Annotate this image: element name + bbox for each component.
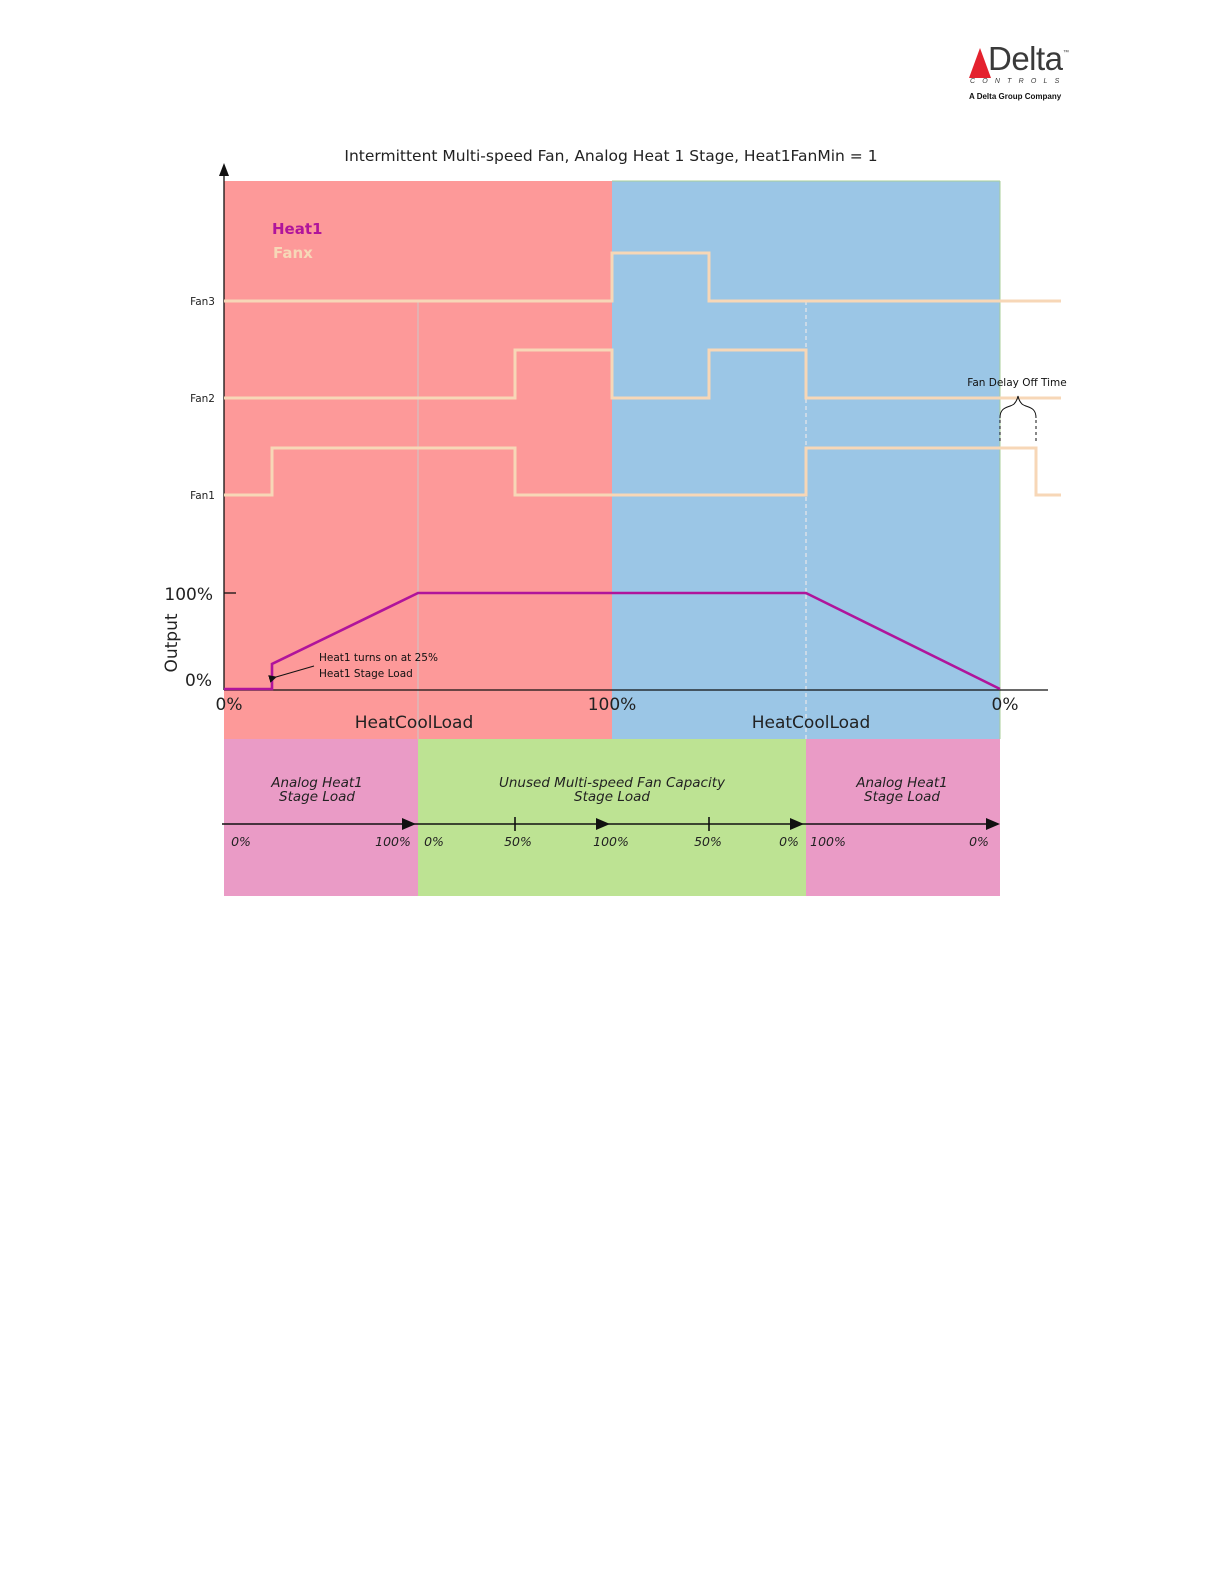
y-label-0: 0% (185, 671, 212, 691)
scale-label: 0% (424, 834, 444, 849)
scale-arrowhead-1 (402, 818, 416, 830)
x-axis-title-right: HeatCoolLoad (752, 713, 871, 733)
scale-arrowhead-3 (790, 818, 804, 830)
x-axis-title-left: HeatCoolLoad (355, 713, 474, 733)
heat1-on-annotation-line1: Heat1 turns on at 25% (319, 652, 438, 664)
stage-load-region-left (224, 739, 418, 896)
heat1-on-annotation-line2: Heat1 Stage Load (319, 668, 413, 680)
scale-label: 100% (375, 834, 411, 849)
logo-trademark: ™ (1063, 50, 1069, 56)
fan3-line (224, 251, 1061, 303)
right-stage-title-line2: Stage Load (864, 789, 940, 805)
logo-controls: CONTROLS (970, 78, 1067, 85)
scale-label: 0% (969, 834, 989, 849)
fan2-label: Fan2 (190, 393, 215, 405)
scale-label: 50% (694, 834, 722, 849)
scale-arrowhead-2 (596, 818, 610, 830)
fan-delay-annotation: Fan Delay Off Time (967, 377, 1066, 389)
heat1-on-arrow (268, 665, 315, 683)
delta-triangle-icon (969, 48, 991, 78)
x-label-left-zero: 0% (216, 695, 243, 715)
fan-delay-brace (999, 395, 1037, 419)
scale-label: 50% (504, 834, 532, 849)
y-axis-title: Output (162, 613, 182, 672)
x-label-middle-100: 100% (588, 695, 637, 715)
left-stage-title-line2: Stage Load (279, 789, 355, 805)
unused-capacity-title-line1: Unused Multi-speed Fan Capacity (499, 775, 726, 791)
legend-heat1: Heat1 (272, 220, 322, 238)
fan1-line (224, 446, 1061, 497)
unused-capacity-region (418, 739, 806, 896)
fan3-label: Fan3 (190, 296, 215, 308)
logo-brand: Delta (988, 40, 1063, 77)
right-stage-title-line1: Analog Heat1 (855, 775, 948, 791)
logo-group-text: A Delta Group Company (969, 92, 1062, 101)
x-label-right-zero: 0% (992, 695, 1019, 715)
scale-label: 100% (810, 834, 846, 849)
stage-load-region-right (806, 739, 1000, 896)
diagram-title: Intermittent Multi-speed Fan, Analog Hea… (344, 147, 877, 165)
scale-arrowhead-4 (986, 818, 1000, 830)
unused-capacity-title-line2: Stage Load (574, 789, 650, 805)
fan2-line (224, 348, 1061, 400)
scale-label: 0% (231, 834, 251, 849)
legend-fanx: Fanx (273, 244, 313, 262)
delta-controls-logo: Delta ™ CONTROLS A Delta Group Company (966, 40, 1078, 104)
y-axis-arrow (219, 163, 229, 176)
fan1-label: Fan1 (190, 490, 215, 502)
scale-label: 100% (593, 834, 629, 849)
left-stage-title-line1: Analog Heat1 (270, 775, 363, 791)
heat1-output-line (224, 591, 1001, 691)
y-label-100: 100% (164, 585, 213, 605)
scale-label: 0% (779, 834, 799, 849)
